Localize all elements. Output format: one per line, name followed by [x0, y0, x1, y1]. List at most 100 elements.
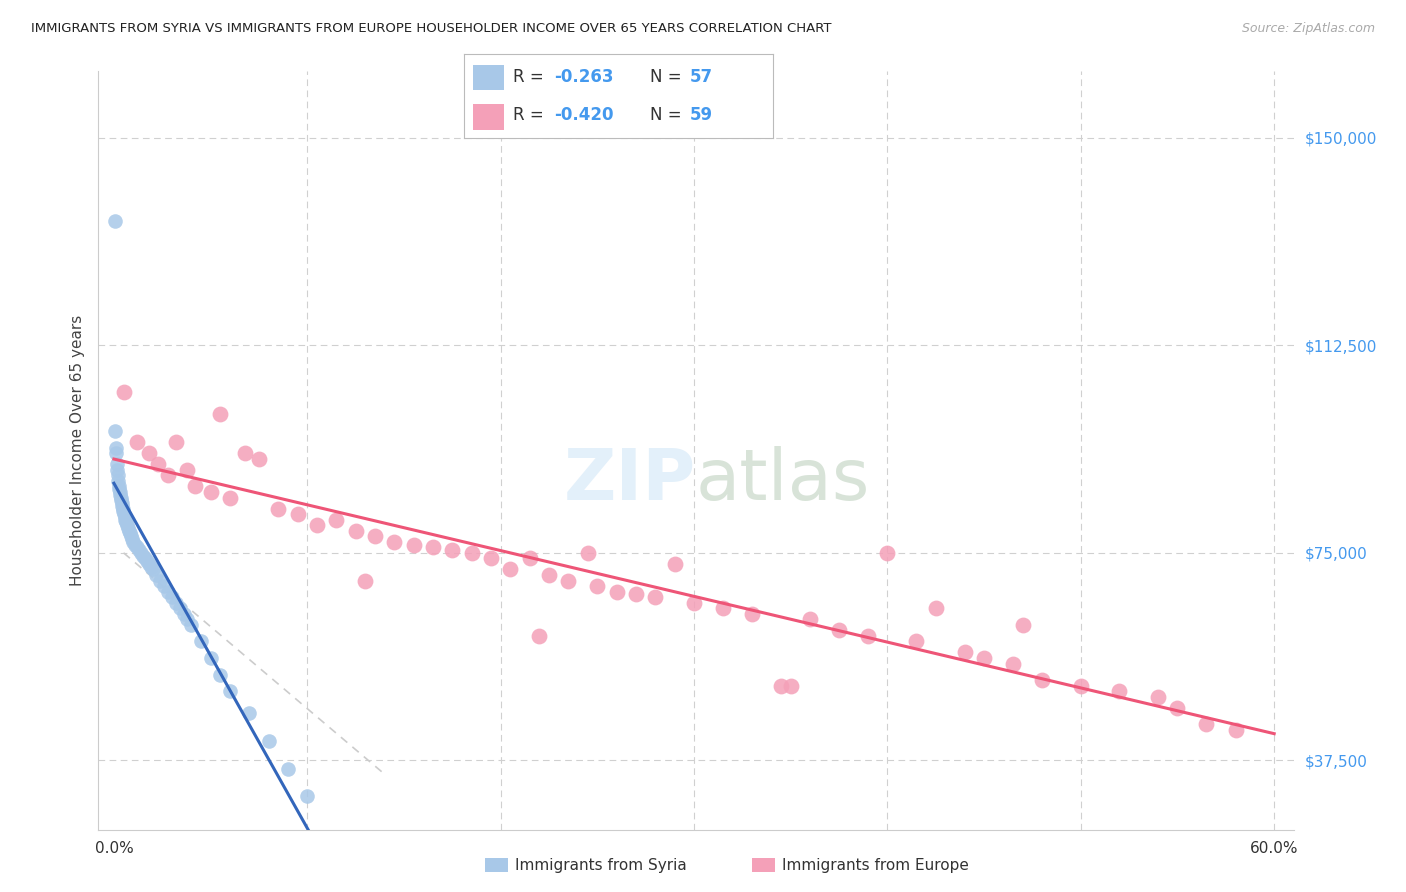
Point — [235, 446, 257, 460]
Point — [219, 491, 242, 505]
Point — [209, 408, 232, 422]
Point — [683, 596, 706, 610]
Point — [190, 634, 212, 648]
Point — [117, 521, 139, 535]
Text: ZIP: ZIP — [564, 446, 696, 516]
Point — [287, 507, 309, 521]
Point — [422, 541, 444, 555]
Point — [114, 509, 136, 524]
Text: -0.420: -0.420 — [554, 105, 613, 123]
Point — [111, 496, 134, 510]
Point — [107, 479, 129, 493]
Point — [108, 482, 131, 496]
Point — [124, 537, 146, 551]
Point — [169, 601, 191, 615]
Point — [925, 601, 948, 615]
Text: R =: R = — [513, 105, 550, 123]
Text: N =: N = — [650, 69, 686, 87]
Point — [112, 507, 135, 521]
Point — [121, 532, 143, 546]
Text: 57: 57 — [690, 69, 713, 87]
Point — [105, 458, 128, 472]
Point — [138, 446, 160, 460]
Point — [460, 546, 482, 560]
Point — [127, 435, 149, 450]
Point — [104, 214, 127, 228]
Bar — [474, 104, 505, 130]
Point — [711, 601, 734, 615]
Point — [114, 513, 136, 527]
Point — [624, 587, 647, 601]
Point — [1166, 701, 1188, 715]
Point — [519, 551, 541, 566]
Point — [876, 546, 898, 560]
Point — [176, 463, 198, 477]
Point — [799, 612, 821, 626]
Point — [257, 734, 280, 748]
Point — [441, 543, 464, 558]
Point — [157, 468, 180, 483]
Point — [905, 634, 928, 648]
Point — [145, 568, 167, 582]
Point — [111, 499, 134, 513]
Point — [157, 584, 180, 599]
Point — [120, 526, 142, 541]
Point — [1195, 717, 1218, 731]
Point — [112, 504, 135, 518]
Point — [277, 762, 299, 776]
Point — [557, 574, 579, 588]
Text: -0.263: -0.263 — [554, 69, 613, 87]
Text: R =: R = — [513, 69, 550, 87]
Text: 59: 59 — [690, 105, 713, 123]
Point — [139, 559, 162, 574]
Point — [1031, 673, 1053, 687]
Point — [238, 706, 260, 721]
Point — [770, 679, 793, 693]
Point — [779, 679, 801, 693]
Point — [165, 435, 187, 450]
Point — [134, 551, 156, 566]
Point — [644, 590, 666, 604]
Point — [122, 534, 145, 549]
Point — [402, 537, 425, 551]
Point — [1147, 690, 1170, 704]
Point — [104, 441, 127, 455]
Point — [138, 557, 160, 571]
Point — [1070, 679, 1092, 693]
Point — [953, 645, 976, 659]
Point — [142, 562, 165, 576]
Point — [856, 629, 879, 643]
Point — [160, 590, 183, 604]
Point — [105, 446, 128, 460]
Point — [117, 518, 139, 533]
Text: atlas: atlas — [696, 446, 870, 516]
Point — [828, 624, 851, 638]
Point — [576, 546, 599, 560]
Text: Source: ZipAtlas.com: Source: ZipAtlas.com — [1241, 22, 1375, 36]
Point — [499, 562, 522, 576]
Point — [1011, 617, 1033, 632]
Point — [128, 543, 150, 558]
Point — [537, 568, 560, 582]
Point — [354, 574, 377, 588]
Point — [148, 458, 170, 472]
Point — [165, 596, 187, 610]
Point — [115, 516, 138, 530]
Point — [176, 612, 198, 626]
Point — [127, 541, 149, 555]
Point — [209, 667, 232, 681]
Point — [104, 424, 127, 438]
Point — [606, 584, 628, 599]
Point — [247, 451, 270, 466]
Point — [120, 529, 142, 543]
Point — [364, 529, 387, 543]
Point — [107, 474, 129, 488]
Point — [200, 485, 222, 500]
Text: Immigrants from Europe: Immigrants from Europe — [782, 858, 969, 872]
Point — [108, 485, 131, 500]
Point — [664, 557, 686, 571]
Point — [1108, 684, 1130, 698]
Point — [344, 524, 367, 538]
Point — [973, 651, 995, 665]
Point — [153, 579, 176, 593]
